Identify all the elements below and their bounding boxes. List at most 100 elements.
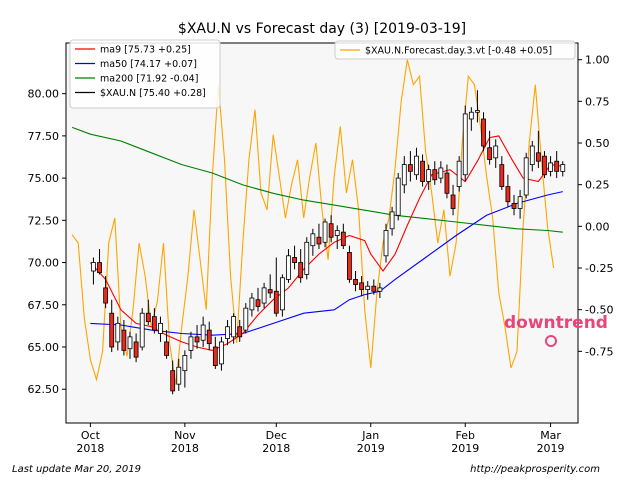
candle (347, 245, 352, 283)
x-tick-label-year: 2019 (357, 442, 385, 455)
candle (316, 223, 322, 250)
candle (322, 218, 328, 248)
candle (97, 249, 102, 275)
candle (462, 105, 468, 182)
legend-left-box (69, 39, 221, 109)
candle (487, 130, 493, 165)
candle-body (194, 336, 200, 343)
series-layer (71, 59, 563, 385)
candle (529, 140, 535, 172)
candle (359, 276, 365, 297)
legend-left-entry: $XAU.N [75.40 +0.28] (100, 88, 206, 99)
candle-body (279, 277, 285, 311)
candle-body (487, 147, 493, 160)
candle-body (127, 336, 133, 350)
candle (310, 228, 316, 256)
candle (194, 325, 200, 349)
candle (517, 189, 523, 219)
candle (377, 282, 383, 299)
x-tick-label-year: 2018 (171, 442, 199, 455)
candle-body (243, 307, 249, 331)
legend-left-entry: ma9 [75.73 +0.25] (100, 45, 191, 56)
candle-body (535, 152, 541, 162)
x-tick-label-month: Mar (540, 429, 561, 442)
candle-body (438, 167, 444, 179)
candle (334, 225, 340, 250)
candle-body (182, 355, 188, 372)
candle (273, 257, 279, 317)
candle-body (237, 326, 243, 338)
legend-left-entry: ma200 [71.92 -0.04] (100, 74, 198, 85)
candle-body (554, 160, 560, 172)
y-right-tick-label: 1.00 (585, 54, 610, 67)
legend-left-entry: ma50 [74.17 +0.07] (100, 59, 197, 70)
candle-body (170, 370, 176, 392)
candle (212, 336, 218, 369)
candle (420, 154, 425, 187)
y-left-tick-label: 80.00 (28, 88, 60, 101)
candle (151, 308, 157, 334)
candle-body (444, 172, 450, 194)
legends-layer: ma9 [75.73 +0.25] ma50 [74.17 +0.07] ma200… (69, 39, 576, 109)
candle-body (511, 203, 517, 209)
candle (493, 139, 499, 168)
x-tick-label-month: Feb (455, 429, 474, 442)
candle-body (206, 329, 212, 345)
candle-body (371, 285, 377, 292)
candle-body (164, 341, 169, 356)
candle (304, 237, 310, 280)
candle-body (548, 162, 553, 172)
legend-left: ma9 [75.73 +0.25] ma50 [74.17 +0.07] ma200… (69, 39, 221, 109)
candle (164, 330, 169, 359)
candle (231, 313, 237, 344)
candle (535, 130, 541, 168)
candle (542, 151, 547, 179)
x-tick-label-year: 2019 (451, 442, 479, 455)
footer-last-update: Last update Mar 20, 2019 (12, 464, 141, 475)
candle-body (212, 346, 218, 366)
candle-body (304, 241, 310, 275)
candle-body (353, 279, 358, 285)
candle (365, 281, 371, 300)
annotation-marker (545, 335, 557, 347)
candle-body (505, 186, 511, 203)
candle-body (347, 252, 352, 280)
candle-body (340, 231, 346, 247)
candle-body (420, 160, 425, 182)
candle-body (121, 329, 127, 351)
candle (438, 161, 444, 184)
chart-title: $XAU.N vs Forecast day (3) [2019-03-19] (178, 21, 466, 37)
series-line-ma9 (89, 135, 563, 351)
candle-body (151, 316, 157, 331)
candle (237, 319, 243, 342)
candle (91, 257, 96, 285)
candle-body (493, 145, 499, 159)
candle (505, 174, 511, 207)
candle (139, 308, 145, 351)
candle (523, 152, 529, 199)
candle-body (359, 282, 365, 290)
y-left-tick-label: 70.00 (28, 257, 60, 270)
candle (286, 249, 291, 283)
y-right-tick-label: 0.25 (585, 179, 610, 192)
x-tick-label-month: Nov (174, 429, 196, 442)
candle-body (231, 316, 237, 338)
candle-body (249, 297, 255, 311)
candle-body (286, 255, 291, 280)
candle-body (450, 194, 456, 209)
x-tick-label-year: 2018 (262, 442, 290, 455)
candle (176, 358, 182, 391)
y-right-tick-label: 0.00 (585, 220, 610, 233)
candle (468, 107, 474, 131)
candle (328, 215, 334, 243)
y-right-tick-label: -0.50 (585, 304, 613, 317)
candle (103, 276, 109, 309)
candle (127, 331, 133, 359)
candle-body (560, 164, 566, 172)
candle (109, 299, 115, 353)
y-right-tick-label: -0.75 (585, 345, 613, 358)
footer-source-url: http://peakprosperity.com (470, 464, 600, 475)
candle-body (158, 322, 163, 334)
candle-body (383, 230, 389, 257)
